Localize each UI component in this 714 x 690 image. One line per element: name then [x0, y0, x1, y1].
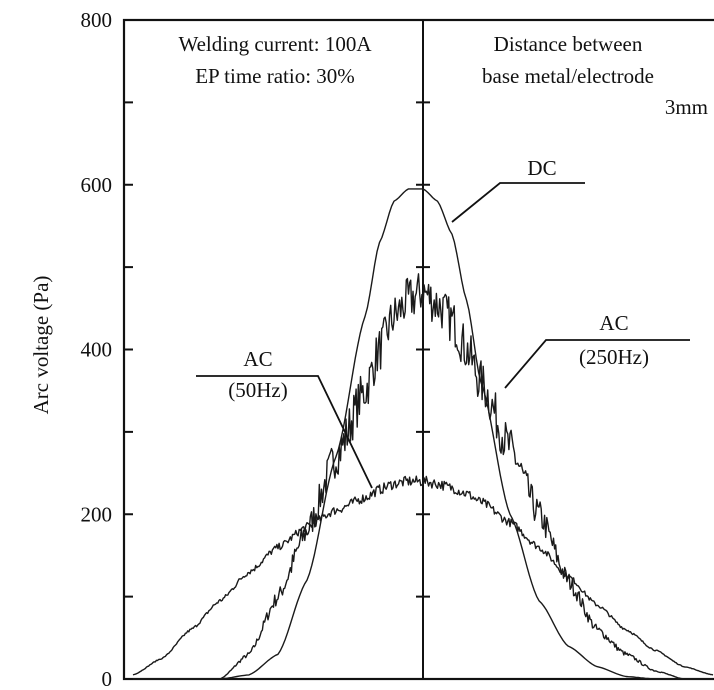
- y-tick-label: 0: [102, 667, 113, 690]
- label-ac250-line2: (250Hz): [579, 345, 649, 369]
- y-tick-label: 400: [81, 338, 113, 362]
- leader-ac250: [504, 339, 690, 389]
- y-tick-label: 800: [81, 8, 113, 32]
- label-ac50-line1: AC: [243, 347, 272, 371]
- annot-distance-line2: base metal/electrode: [482, 64, 654, 88]
- annot-distance-line1: Distance between: [494, 32, 643, 56]
- label-ac50-line2: (50Hz): [228, 378, 287, 402]
- label-dc: DC: [527, 156, 556, 180]
- curve-ac-50hz: [132, 475, 714, 676]
- curve-dc: [133, 188, 713, 680]
- y-axis-title: Arc voltage (Pa): [29, 276, 53, 415]
- annot-distance-line3: 3mm: [665, 95, 708, 119]
- series-curves: [132, 188, 714, 680]
- y-tick-marks: [124, 19, 430, 680]
- label-ac250-line1: AC: [599, 311, 628, 335]
- y-tick-label: 200: [81, 502, 113, 526]
- annot-ep-time-ratio: EP time ratio: 30%: [195, 64, 355, 88]
- annot-welding-current: Welding current: 100A: [178, 32, 372, 56]
- y-tick-labels: 0 200 400 600 800: [81, 8, 113, 690]
- curve-ac-250hz: [133, 273, 713, 680]
- y-tick-label: 600: [81, 173, 113, 197]
- leader-dc: [451, 182, 585, 223]
- leader-ac50: [196, 375, 373, 489]
